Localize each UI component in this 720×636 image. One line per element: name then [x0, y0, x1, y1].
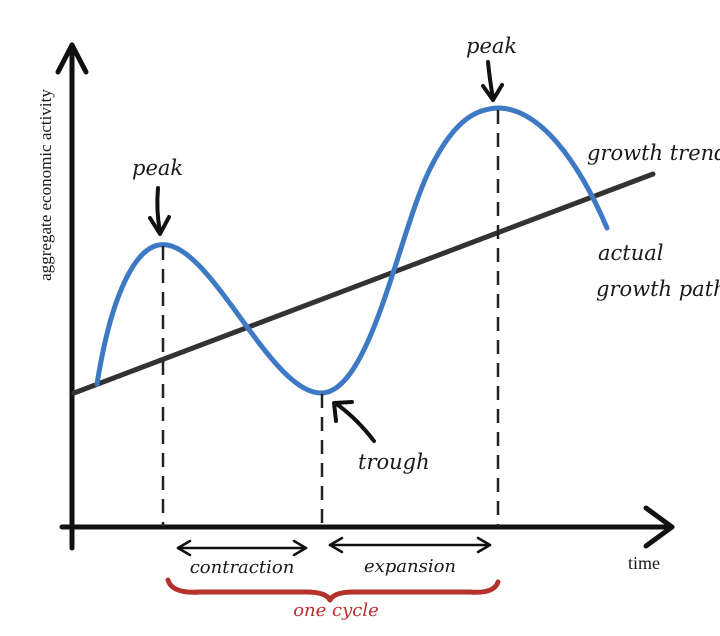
trough-label: trough [358, 450, 430, 474]
peak-1-arrow [148, 186, 171, 236]
y-axis-label: aggregate economic activity [36, 89, 55, 281]
y-axis-arrow [55, 42, 89, 75]
growth-trend-line [71, 171, 656, 396]
x-axis-label: time [628, 553, 660, 573]
actual-growth-path [94, 105, 610, 396]
one-cycle-brace [165, 577, 501, 603]
actual-path-label-line1: actual [598, 241, 663, 265]
contraction-arrow [176, 539, 308, 557]
trough-arrow [332, 400, 376, 443]
peak-2-label: peak [466, 34, 517, 58]
x-axis-arrow [643, 505, 675, 549]
expansion-label: expansion [364, 556, 456, 577]
cycle-guides [161, 110, 500, 527]
peak-2-arrow [481, 60, 504, 102]
one-cycle-label: one cycle [293, 600, 379, 621]
peak-1-label: peak [132, 156, 183, 180]
contraction-label: contraction [190, 557, 295, 578]
growth-trend-label: growth trend [587, 141, 720, 165]
actual-path-label-line2: growth path [596, 277, 720, 301]
expansion-arrow [328, 536, 492, 554]
